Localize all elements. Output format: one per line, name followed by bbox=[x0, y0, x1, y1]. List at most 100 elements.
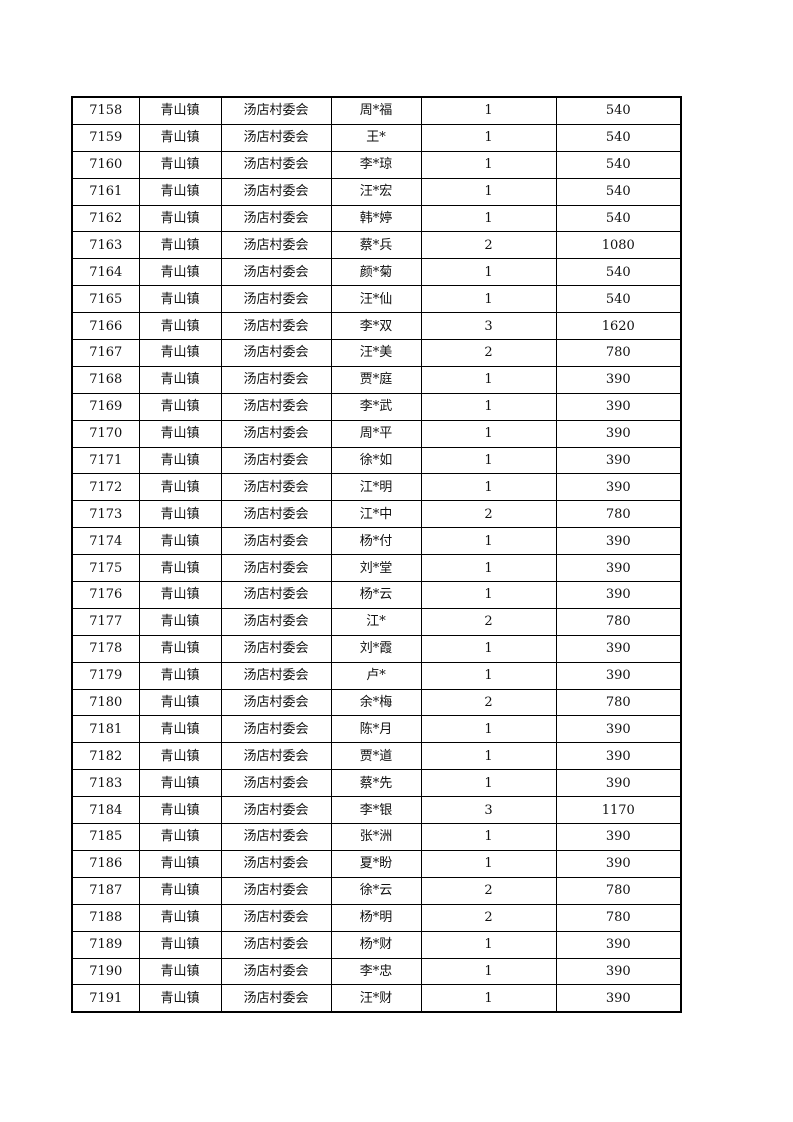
cell-row-number: 7172 bbox=[71, 473, 140, 502]
cell-name: 李*双 bbox=[330, 312, 422, 341]
cell-row-number: 7166 bbox=[71, 312, 140, 341]
cell-town: 青山镇 bbox=[138, 661, 222, 690]
cell-village-committee: 汤店村委会 bbox=[220, 742, 332, 771]
cell-household-count: 1 bbox=[420, 554, 557, 583]
cell-row-number: 7164 bbox=[71, 258, 140, 287]
cell-town: 青山镇 bbox=[138, 177, 222, 206]
cell-row-number: 7183 bbox=[71, 769, 140, 798]
cell-household-count: 1 bbox=[420, 769, 557, 798]
cell-row-number: 7179 bbox=[71, 661, 140, 690]
cell-village-committee: 汤店村委会 bbox=[220, 500, 332, 529]
cell-village-committee: 汤店村委会 bbox=[220, 661, 332, 690]
cell-row-number: 7174 bbox=[71, 527, 140, 556]
cell-town: 青山镇 bbox=[138, 392, 222, 421]
cell-town: 青山镇 bbox=[138, 339, 222, 367]
table-row: 7179 青山镇 汤店村委会 卢* 1 390 bbox=[71, 661, 682, 690]
cell-name: 刘*堂 bbox=[330, 554, 422, 583]
cell-household-count: 1 bbox=[420, 930, 557, 959]
cell-amount: 390 bbox=[555, 984, 682, 1013]
cell-village-committee: 汤店村委会 bbox=[220, 554, 332, 583]
cell-village-committee: 汤店村委会 bbox=[220, 123, 332, 152]
cell-row-number: 7167 bbox=[71, 339, 140, 367]
cell-village-committee: 汤店村委会 bbox=[220, 634, 332, 663]
table-row: 7175 青山镇 汤店村委会 刘*堂 1 390 bbox=[71, 554, 682, 583]
cell-row-number: 7160 bbox=[71, 150, 140, 179]
cell-row-number: 7180 bbox=[71, 688, 140, 717]
table-row: 7169 青山镇 汤店村委会 李*武 1 390 bbox=[71, 392, 682, 421]
table-row: 7167 青山镇 汤店村委会 汪*美 2 780 bbox=[71, 339, 682, 367]
cell-town: 青山镇 bbox=[138, 96, 222, 125]
table-row: 7185 青山镇 汤店村委会 张*洲 1 390 bbox=[71, 823, 682, 851]
cell-name: 贾*道 bbox=[330, 742, 422, 771]
cell-amount: 1620 bbox=[555, 312, 682, 341]
cell-household-count: 1 bbox=[420, 715, 557, 744]
cell-amount: 390 bbox=[555, 392, 682, 421]
cell-village-committee: 汤店村委会 bbox=[220, 258, 332, 287]
cell-amount: 1170 bbox=[555, 796, 682, 825]
cell-name: 汪*宏 bbox=[330, 177, 422, 206]
cell-household-count: 1 bbox=[420, 661, 557, 690]
cell-town: 青山镇 bbox=[138, 527, 222, 556]
cell-name: 张*洲 bbox=[330, 823, 422, 851]
table-row: 7184 青山镇 汤店村委会 李*银 3 1170 bbox=[71, 796, 682, 825]
table-row: 7189 青山镇 汤店村委会 杨*财 1 390 bbox=[71, 930, 682, 959]
cell-amount: 540 bbox=[555, 123, 682, 152]
cell-town: 青山镇 bbox=[138, 365, 222, 394]
cell-name: 汪*财 bbox=[330, 984, 422, 1013]
cell-row-number: 7188 bbox=[71, 903, 140, 932]
cell-name: 周*福 bbox=[330, 96, 422, 125]
cell-village-committee: 汤店村委会 bbox=[220, 715, 332, 744]
cell-household-count: 1 bbox=[420, 527, 557, 556]
table-row: 7159 青山镇 汤店村委会 王* 1 540 bbox=[71, 123, 682, 152]
cell-name: 徐*云 bbox=[330, 876, 422, 905]
cell-town: 青山镇 bbox=[138, 634, 222, 663]
cell-town: 青山镇 bbox=[138, 123, 222, 152]
cell-household-count: 1 bbox=[420, 96, 557, 125]
cell-village-committee: 汤店村委会 bbox=[220, 930, 332, 959]
cell-amount: 780 bbox=[555, 688, 682, 717]
cell-town: 青山镇 bbox=[138, 231, 222, 260]
cell-village-committee: 汤店村委会 bbox=[220, 527, 332, 556]
cell-household-count: 2 bbox=[420, 231, 557, 260]
cell-row-number: 7182 bbox=[71, 742, 140, 771]
cell-village-committee: 汤店村委会 bbox=[220, 339, 332, 367]
table-row: 7191 青山镇 汤店村委会 汪*财 1 390 bbox=[71, 984, 682, 1013]
table-row: 7162 青山镇 汤店村委会 韩*婷 1 540 bbox=[71, 204, 682, 233]
cell-name: 杨*财 bbox=[330, 930, 422, 959]
table-row: 7181 青山镇 汤店村委会 陈*月 1 390 bbox=[71, 715, 682, 744]
cell-household-count: 2 bbox=[420, 903, 557, 932]
cell-row-number: 7190 bbox=[71, 957, 140, 986]
cell-village-committee: 汤店村委会 bbox=[220, 96, 332, 125]
table-row: 7187 青山镇 汤店村委会 徐*云 2 780 bbox=[71, 876, 682, 905]
cell-name: 杨*云 bbox=[330, 581, 422, 609]
cell-town: 青山镇 bbox=[138, 849, 222, 878]
table-row: 7161 青山镇 汤店村委会 汪*宏 1 540 bbox=[71, 177, 682, 206]
cell-row-number: 7161 bbox=[71, 177, 140, 206]
cell-village-committee: 汤店村委会 bbox=[220, 231, 332, 260]
cell-amount: 780 bbox=[555, 607, 682, 636]
cell-amount: 390 bbox=[555, 823, 682, 851]
table-row: 7188 青山镇 汤店村委会 杨*明 2 780 bbox=[71, 903, 682, 932]
cell-row-number: 7169 bbox=[71, 392, 140, 421]
cell-household-count: 2 bbox=[420, 876, 557, 905]
cell-village-committee: 汤店村委会 bbox=[220, 150, 332, 179]
cell-row-number: 7159 bbox=[71, 123, 140, 152]
cell-row-number: 7175 bbox=[71, 554, 140, 583]
cell-household-count: 2 bbox=[420, 500, 557, 529]
cell-household-count: 1 bbox=[420, 392, 557, 421]
cell-household-count: 1 bbox=[420, 742, 557, 771]
cell-amount: 540 bbox=[555, 150, 682, 179]
cell-name: 汪*仙 bbox=[330, 285, 422, 314]
cell-household-count: 1 bbox=[420, 123, 557, 152]
cell-amount: 390 bbox=[555, 957, 682, 986]
cell-household-count: 1 bbox=[420, 177, 557, 206]
table-row: 7180 青山镇 汤店村委会 余*梅 2 780 bbox=[71, 688, 682, 717]
cell-row-number: 7189 bbox=[71, 930, 140, 959]
table-row: 7176 青山镇 汤店村委会 杨*云 1 390 bbox=[71, 581, 682, 609]
cell-town: 青山镇 bbox=[138, 688, 222, 717]
subsidy-table: 7158 青山镇 汤店村委会 周*福 1 540 7159 青山镇 汤店村委会 王* 1 540 716… bbox=[71, 96, 682, 1014]
cell-household-count: 1 bbox=[420, 446, 557, 475]
cell-name: 卢* bbox=[330, 661, 422, 690]
cell-name: 周*平 bbox=[330, 419, 422, 448]
cell-village-committee: 汤店村委会 bbox=[220, 312, 332, 341]
